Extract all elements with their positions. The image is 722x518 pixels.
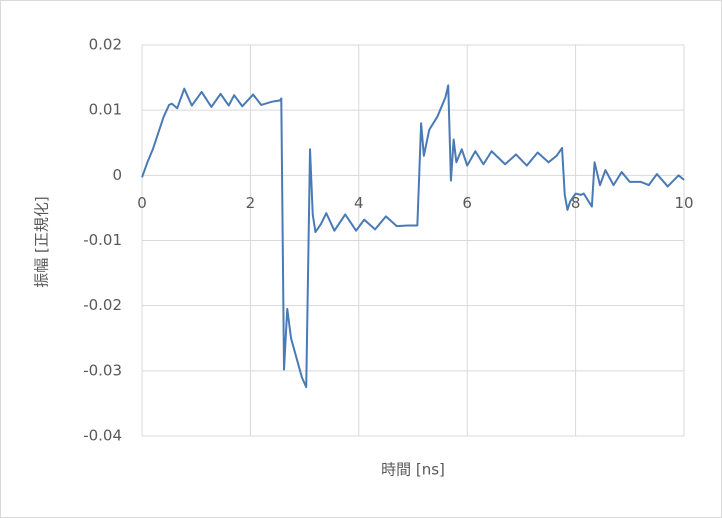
y-tick-label: 0.02 bbox=[89, 36, 122, 54]
y-axis-label: 振幅 [正規化] bbox=[33, 196, 51, 287]
x-tick-label: 6 bbox=[462, 194, 472, 212]
x-tick-label: 8 bbox=[571, 194, 581, 212]
y-tick-label: -0.02 bbox=[83, 296, 122, 314]
y-tick-label: 0 bbox=[112, 166, 122, 184]
x-axis-label: 時間 [ns] bbox=[381, 461, 445, 479]
x-tick-label: 2 bbox=[246, 194, 256, 212]
x-tick-label: 10 bbox=[674, 194, 693, 212]
y-tick-label: -0.04 bbox=[83, 427, 122, 445]
x-tick-label: 0 bbox=[137, 194, 147, 212]
y-tick-label: -0.03 bbox=[83, 361, 122, 379]
data-line bbox=[141, 84, 685, 389]
y-tick-label: -0.01 bbox=[83, 231, 122, 249]
y-tick-label: 0.01 bbox=[89, 101, 122, 119]
x-tick-label: 4 bbox=[354, 194, 364, 212]
